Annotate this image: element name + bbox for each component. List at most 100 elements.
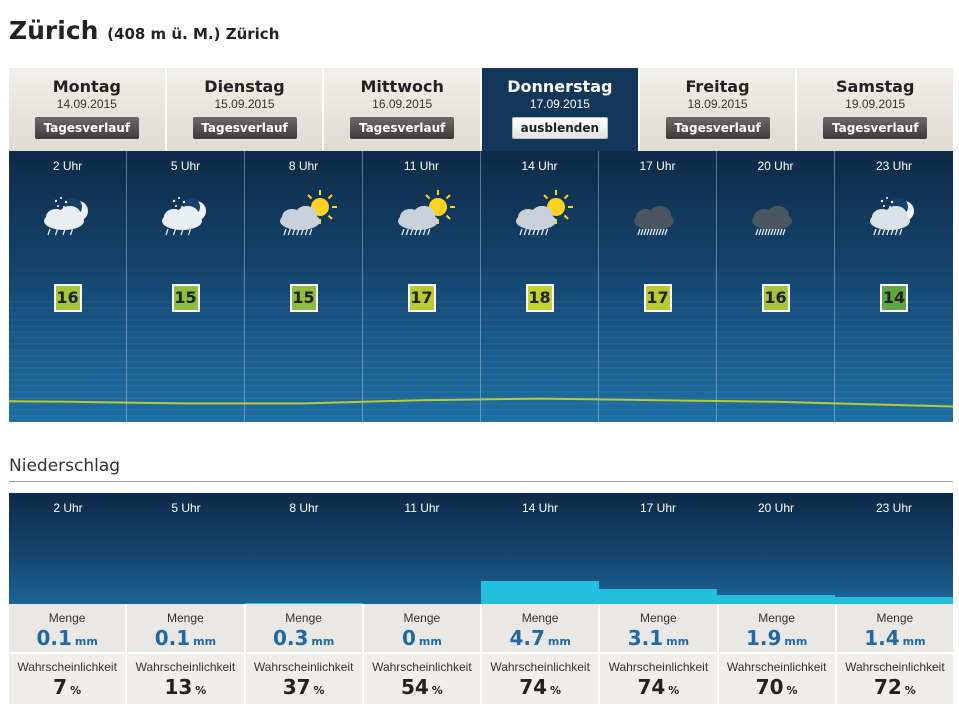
tab-day-name: Montag — [52, 77, 121, 96]
amount-value: 0.1 mm — [154, 626, 217, 650]
precip-hour-label: 8 Uhr — [289, 501, 319, 515]
probability-label: Wahrscheinlichkeit — [726, 660, 827, 674]
probability-cell: Wahrscheinlichkeit 74% — [600, 654, 717, 704]
precip-stat-column: Menge 3.1 mm Wahrscheinlichkeit 74% — [600, 604, 719, 704]
precip-bar — [9, 603, 127, 604]
tab-day-name: Freitag — [685, 77, 750, 96]
tagesverlauf-button[interactable]: Tagesverlauf — [192, 117, 297, 139]
amount-label: Menge — [758, 611, 795, 625]
amount-cell: Menge 0.1 mm — [9, 604, 126, 654]
tab-day-0[interactable]: Montag 14.09.2015 Tagesverlauf — [9, 68, 167, 151]
temperature-badge: 14 — [880, 284, 908, 312]
moon-cloud-light-rain-icon — [146, 187, 226, 247]
moon-cloud-rain-icon — [854, 187, 934, 247]
tab-day-date: 17.09.2015 — [529, 97, 590, 111]
tab-day-date: 14.09.2015 — [56, 97, 117, 111]
probability-value: 70% — [755, 675, 798, 699]
precip-bar — [245, 602, 363, 604]
temperature-badge: 15 — [289, 284, 318, 312]
sun-cloud-rain-icon — [382, 187, 462, 247]
amount-cell: Menge 0.3 mm — [245, 604, 362, 654]
precip-stat-column: Menge 0.1 mm Wahrscheinlichkeit 7% — [9, 604, 128, 704]
amount-cell: Menge 4.7 mm — [482, 604, 599, 654]
section-divider — [9, 481, 953, 482]
precip-hour-label: 11 Uhr — [404, 501, 440, 515]
hour-label: 23 Uhr — [875, 159, 913, 173]
precip-hour-label: 17 Uhr — [639, 501, 677, 515]
ausblenden-button[interactable]: ausblenden — [511, 117, 608, 139]
temperature-badge: 16 — [53, 284, 82, 312]
amount-value: 0.1 mm — [36, 626, 98, 650]
amount-value: 0.3 mm — [272, 626, 335, 650]
tab-day-name: Donnerstag — [507, 77, 613, 96]
precip-hour-label: 14 Uhr — [521, 501, 559, 515]
hourly-column: 8 Uhr 15 — [245, 151, 363, 422]
tab-day-name: Mittwoch — [360, 77, 444, 96]
probability-value: 37% — [282, 675, 325, 699]
probability-value: 54% — [400, 675, 443, 699]
tagesverlauf-button[interactable]: Tagesverlauf — [665, 117, 770, 139]
amount-value: 3.1 mm — [627, 626, 690, 650]
tagesverlauf-button[interactable]: Tagesverlauf — [350, 117, 455, 139]
amount-cell: Menge 1.4 mm — [836, 604, 953, 654]
temperature-line — [9, 397, 953, 408]
precip-hour-label: 20 Uhr — [757, 501, 795, 515]
amount-label: Menge — [521, 611, 559, 625]
precipitation-stats: Menge 0.1 mm Wahrscheinlichkeit 7% Menge 0.1 mm… — [9, 604, 953, 704]
precip-hour-label: 5 Uhr — [171, 501, 201, 515]
hourly-column: 23 Uhr 14 — [835, 151, 953, 422]
amount-value: 4.7 mm — [509, 626, 571, 650]
precip-stat-column: Menge 0 mm Wahrscheinlichkeit 54% — [363, 604, 482, 704]
tagesverlauf-button[interactable]: Tagesverlauf — [34, 117, 139, 139]
probability-cell: Wahrscheinlichkeit 74% — [482, 654, 599, 704]
probability-label: Wahrscheinlichkeit — [17, 660, 117, 674]
hour-label: 2 Uhr — [52, 159, 83, 173]
tab-day-5[interactable]: Samstag 19.09.2015 Tagesverlauf — [797, 68, 954, 151]
amount-label: Menge — [403, 611, 441, 625]
precip-bar — [127, 603, 245, 604]
hour-label: 17 Uhr — [639, 159, 676, 173]
precip-hour-label: 2 Uhr — [53, 501, 83, 515]
tab-day-date: 16.09.2015 — [372, 97, 433, 111]
precip-stat-column: Menge 0.1 mm Wahrscheinlichkeit 13% — [127, 604, 246, 704]
tab-day-date: 19.09.2015 — [845, 97, 906, 111]
hour-label: 20 Uhr — [757, 159, 794, 173]
temperature-badge: 18 — [525, 284, 554, 312]
tab-day-2[interactable]: Mittwoch 16.09.2015 Tagesverlauf — [324, 68, 483, 151]
sun-cloud-rain-icon — [500, 187, 580, 247]
probability-value: 7% — [53, 675, 82, 699]
amount-label: Menge — [640, 611, 677, 625]
moon-cloud-light-rain-icon — [28, 187, 108, 247]
probability-label: Wahrscheinlichkeit — [372, 660, 472, 674]
day-tabs: Montag 14.09.2015 Tagesverlauf Dienstag … — [9, 68, 954, 151]
tab-day-4[interactable]: Freitag 18.09.2015 Tagesverlauf — [639, 68, 798, 151]
hourly-column: 14 Uhr 18 — [481, 151, 599, 422]
probability-value: 74% — [519, 675, 562, 699]
precipitation-title: Niederschlag — [9, 456, 121, 476]
hour-label: 14 Uhr — [521, 159, 558, 173]
amount-cell: Menge 3.1 mm — [600, 604, 717, 654]
probability-label: Wahrscheinlichkeit — [490, 660, 590, 674]
amount-cell: Menge 0.1 mm — [127, 604, 244, 654]
tab-day-name: Dienstag — [204, 77, 285, 96]
hourly-column: 11 Uhr 17 — [363, 151, 481, 422]
temperature-curve — [9, 397, 953, 408]
amount-cell: Menge 0 mm — [363, 604, 480, 654]
tagesverlauf-button[interactable]: Tagesverlauf — [823, 117, 928, 139]
hourly-column: 20 Uhr 16 — [717, 151, 835, 422]
temperature-badge: 17 — [407, 284, 436, 312]
amount-label: Menge — [876, 611, 914, 625]
precip-stat-column: Menge 0.3 mm Wahrscheinlichkeit 37% — [245, 604, 364, 704]
tab-day-3[interactable]: Donnerstag 17.09.2015 ausblenden — [482, 68, 640, 151]
page-title: Zürich (408 m ü. M.) Zürich — [9, 16, 279, 45]
location-name: Zürich — [9, 16, 99, 45]
probability-cell: Wahrscheinlichkeit 72% — [836, 654, 953, 704]
amount-value: 0 mm — [401, 626, 442, 650]
hourly-column: 5 Uhr 15 — [127, 151, 245, 422]
precip-hour-label: 23 Uhr — [875, 501, 913, 515]
probability-cell: Wahrscheinlichkeit 70% — [718, 654, 835, 704]
tab-day-date: 15.09.2015 — [214, 97, 275, 111]
amount-label: Menge — [167, 611, 204, 625]
amount-label: Menge — [285, 611, 322, 625]
tab-day-1[interactable]: Dienstag 15.09.2015 Tagesverlauf — [166, 68, 325, 151]
